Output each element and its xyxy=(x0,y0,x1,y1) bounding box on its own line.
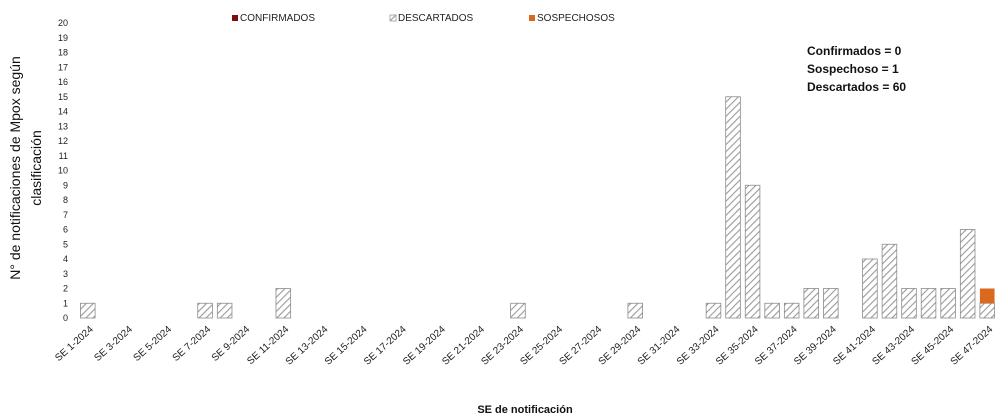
bar-descartados xyxy=(80,302,96,319)
bar-descartados xyxy=(275,288,292,319)
y-tick-label: 13 xyxy=(58,121,68,131)
bar-sospechosos xyxy=(979,288,995,304)
legend: CONFIRMADOS DESCARTADOS SOSPECHOSOS xyxy=(232,13,615,24)
legend-swatch-sospechosos xyxy=(529,15,535,21)
bar-descartados xyxy=(803,288,819,319)
x-tick-label: SE 1-2024 xyxy=(53,324,96,364)
bars xyxy=(80,96,995,319)
y-tick-label: 16 xyxy=(58,77,68,87)
bar-descartados xyxy=(705,302,722,319)
bar-descartados xyxy=(862,258,878,319)
x-tick-label: SE 5-2024 xyxy=(132,324,175,364)
y-tick-label: 5 xyxy=(63,239,68,249)
y-tick-label: 10 xyxy=(58,166,68,176)
legend-swatch-confirmados xyxy=(232,15,238,21)
bar-descartados xyxy=(959,229,976,319)
y-tick-label: 19 xyxy=(58,33,68,43)
bar-descartados xyxy=(823,288,839,319)
bar-descartados xyxy=(510,302,526,319)
y-tick-label: 0 xyxy=(63,313,68,323)
y-tick-label: 3 xyxy=(63,269,68,279)
bar-descartados xyxy=(783,302,800,319)
y-tick-label: 15 xyxy=(58,92,68,102)
y-tick-label: 7 xyxy=(63,210,68,220)
summary-annotations: Confirmados = 0 Sospechoso = 1 Descartad… xyxy=(807,44,906,94)
bar-descartados xyxy=(764,302,780,319)
y-tick-label: 9 xyxy=(63,180,68,190)
x-tick-label: SE 7-2024 xyxy=(171,324,214,364)
annotation-sospechoso: Sospechoso = 1 xyxy=(807,62,899,76)
legend-label-descartados: DESCARTADOS xyxy=(398,13,474,24)
bar-descartados xyxy=(725,96,741,319)
x-axis-title: SE de notificación xyxy=(477,404,573,416)
y-tick-label: 12 xyxy=(58,136,68,146)
annotation-descartados: Descartados = 60 xyxy=(807,80,906,94)
bar-descartados xyxy=(881,243,898,319)
x-tick-label: SE 47-2024 xyxy=(949,324,996,368)
bar-descartados xyxy=(940,288,956,319)
y-tick-label: 1 xyxy=(63,298,68,308)
annotation-confirmados: Confirmados = 0 xyxy=(807,44,902,58)
legend-label-confirmados: CONFIRMADOS xyxy=(240,13,315,24)
y-tick-label: 4 xyxy=(63,254,68,264)
bar-descartados xyxy=(197,302,213,319)
y-tick-label: 14 xyxy=(58,107,68,117)
y-axis-title-line2: clasificación xyxy=(28,130,44,205)
bar-descartados xyxy=(901,288,917,319)
y-tick-label: 20 xyxy=(58,18,68,28)
bar-descartados xyxy=(627,302,643,319)
y-tick-label: 11 xyxy=(59,151,68,161)
y-axis-title-line1: N° de notificaciones de Mpox según xyxy=(7,56,23,280)
bar-descartados xyxy=(979,302,995,319)
y-tick-label: 8 xyxy=(63,195,68,205)
bar-descartados xyxy=(744,184,761,319)
y-tick-label: 17 xyxy=(58,62,68,72)
x-tick-label: SE 3-2024 xyxy=(92,324,135,364)
y-tick-label: 2 xyxy=(63,284,68,294)
legend-swatch-descartados xyxy=(389,14,397,22)
legend-label-sospechosos: SOSPECHOSOS xyxy=(537,13,615,24)
y-tick-label: 18 xyxy=(58,48,68,58)
y-tick-label: 6 xyxy=(63,225,68,235)
bar-descartados xyxy=(920,288,937,319)
bar-descartados xyxy=(216,302,233,319)
